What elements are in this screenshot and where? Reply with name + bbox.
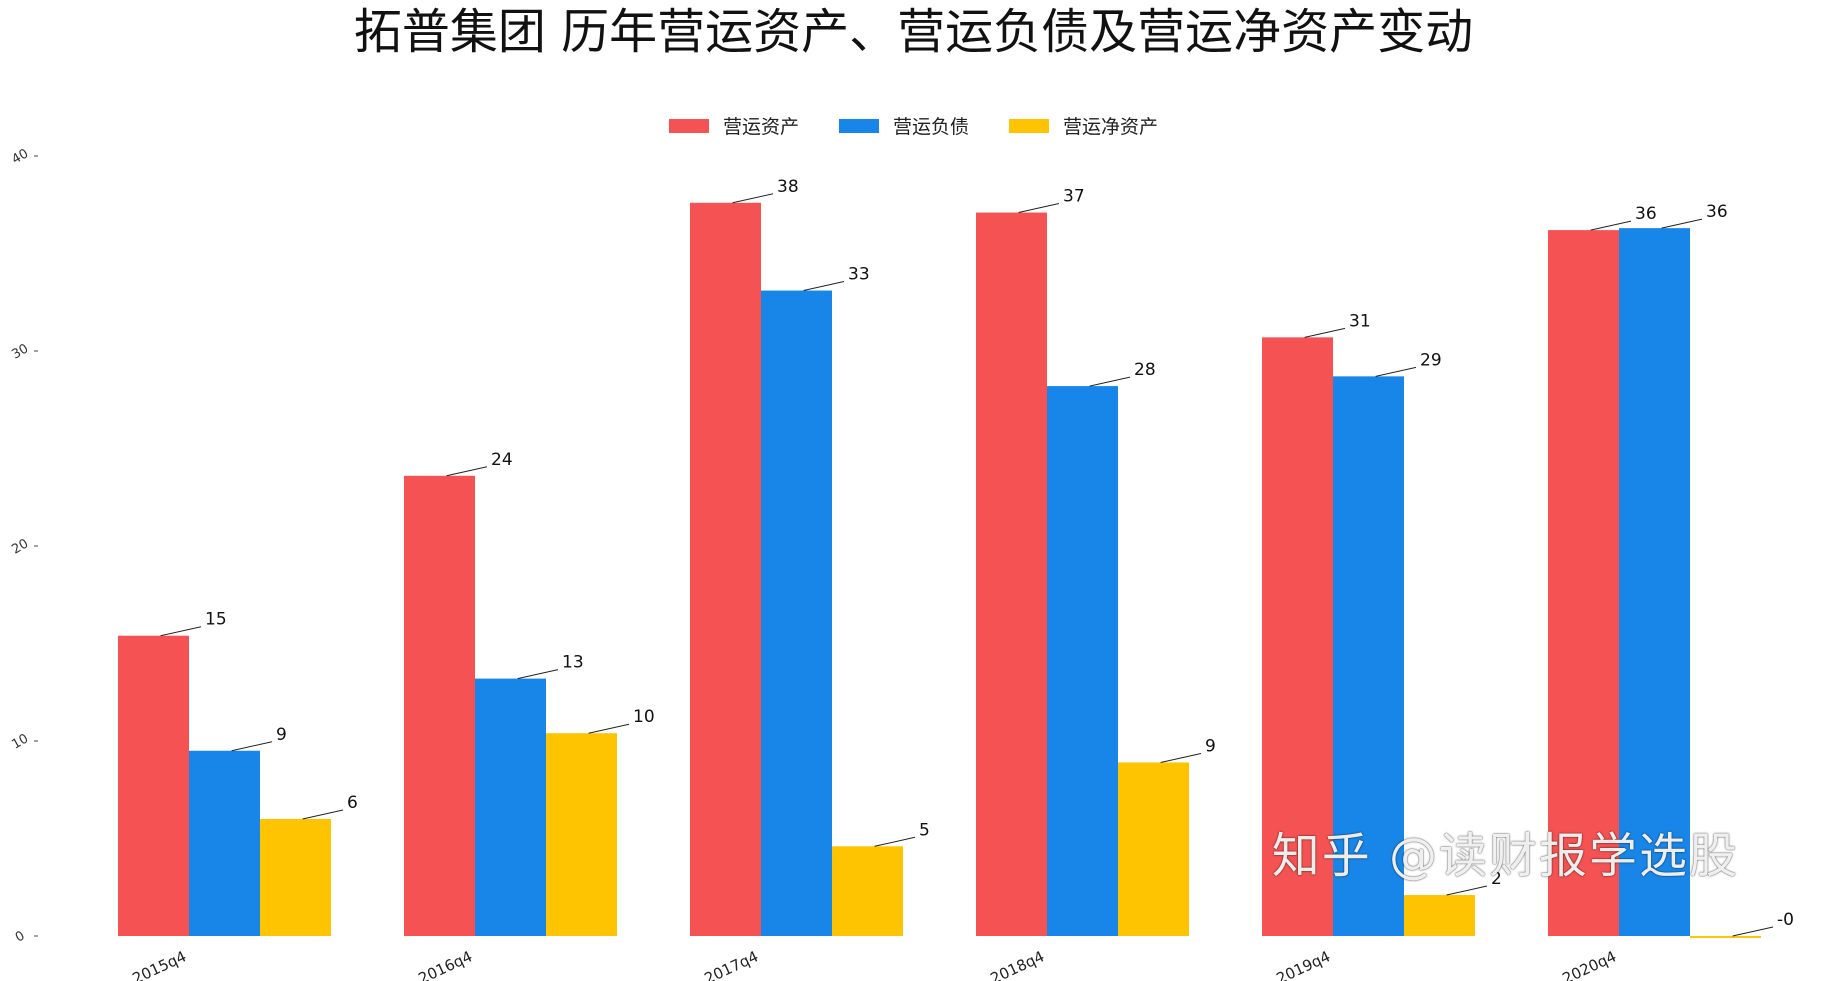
data-label-leader bbox=[874, 836, 916, 847]
chart-title: 拓普集团 历年营运资产、营运负债及营运净资产变动 bbox=[353, 4, 1474, 60]
data-label: 31 bbox=[1349, 311, 1371, 331]
data-label: 24 bbox=[491, 450, 513, 470]
data-label-leader bbox=[1089, 376, 1131, 387]
data-label-leader bbox=[732, 193, 774, 204]
data-label-leader bbox=[1446, 885, 1488, 896]
data-label-leader bbox=[1304, 327, 1346, 338]
x-tick-label: 2017q4 bbox=[702, 947, 761, 981]
x-tick-label: 2018q4 bbox=[988, 947, 1047, 981]
bar-2-2017q4 bbox=[832, 846, 903, 936]
data-label: 36 bbox=[1635, 204, 1657, 224]
y-tick-label: 20 bbox=[9, 536, 31, 557]
x-tick-label: 2019q4 bbox=[1274, 947, 1333, 981]
data-label: 37 bbox=[1063, 187, 1085, 207]
data-label-leader bbox=[588, 723, 630, 734]
bar-0-2016q4 bbox=[404, 475, 475, 936]
data-label-leader bbox=[1590, 220, 1632, 231]
data-label-leader bbox=[1018, 203, 1060, 214]
data-label: 15 bbox=[205, 610, 227, 630]
data-label-leader bbox=[803, 281, 845, 292]
data-label: 9 bbox=[276, 725, 287, 745]
data-label-leader bbox=[1661, 218, 1703, 229]
bar-2-2015q4 bbox=[260, 819, 331, 936]
legend: 营运资产 营运负债 营运净资产 bbox=[0, 112, 1827, 139]
legend-label: 营运净资产 bbox=[1063, 116, 1159, 138]
data-label: 13 bbox=[562, 653, 584, 673]
data-label-leader bbox=[1375, 366, 1417, 377]
data-label: 28 bbox=[1134, 360, 1156, 380]
bar-2-2018q4 bbox=[1118, 762, 1189, 936]
y-tick-label: 10 bbox=[9, 731, 31, 752]
data-label: 29 bbox=[1420, 350, 1442, 370]
bar-1-2019q4 bbox=[1333, 376, 1404, 937]
data-label-leader bbox=[517, 669, 559, 680]
data-label-leader bbox=[160, 626, 202, 637]
data-label: 2 bbox=[1491, 869, 1502, 889]
bar-1-2015q4 bbox=[189, 750, 260, 936]
bar-0-2019q4 bbox=[1262, 337, 1333, 937]
x-tick-label: 2016q4 bbox=[416, 947, 475, 981]
data-label: 6 bbox=[347, 793, 358, 813]
bar-2-2016q4 bbox=[546, 733, 617, 936]
bar-2-2020q4 bbox=[1690, 936, 1761, 938]
bar-0-2017q4 bbox=[690, 202, 761, 937]
x-tick-label: 2020q4 bbox=[1560, 947, 1619, 981]
data-label: 36 bbox=[1706, 202, 1728, 222]
bar-2-2019q4 bbox=[1404, 895, 1475, 936]
legend-item-series-2: 营运净资产 bbox=[1009, 112, 1158, 139]
legend-label: 营运负债 bbox=[892, 116, 969, 138]
bar-1-2020q4 bbox=[1619, 228, 1690, 936]
data-label: -0 bbox=[1777, 910, 1794, 930]
y-tick-label: 0 bbox=[13, 928, 28, 945]
bar-0-2018q4 bbox=[976, 212, 1047, 937]
legend-swatch bbox=[1009, 118, 1049, 133]
data-label-leader bbox=[1160, 752, 1202, 763]
data-label-leader bbox=[446, 466, 488, 477]
bar-1-2017q4 bbox=[761, 290, 832, 936]
data-label: 38 bbox=[777, 177, 799, 197]
data-label-leader bbox=[1732, 926, 1774, 937]
legend-item-series-0: 营运资产 bbox=[668, 112, 799, 139]
bar-0-2020q4 bbox=[1548, 230, 1619, 937]
legend-swatch bbox=[838, 118, 879, 133]
legend-swatch bbox=[668, 118, 709, 133]
legend-label: 营运资产 bbox=[722, 116, 799, 138]
data-label-leader bbox=[231, 741, 273, 752]
data-label-leader bbox=[302, 809, 344, 820]
data-label: 33 bbox=[848, 265, 870, 285]
data-label: 9 bbox=[1205, 736, 1216, 756]
bar-0-2015q4 bbox=[118, 635, 189, 936]
y-tick-label: 30 bbox=[9, 341, 31, 362]
bar-1-2016q4 bbox=[475, 678, 546, 936]
watermark: 知乎 @读财报学选股 bbox=[1271, 828, 1739, 884]
legend-item-series-1: 营运负债 bbox=[838, 112, 969, 139]
bar-1-2018q4 bbox=[1047, 386, 1118, 937]
data-label: 5 bbox=[919, 820, 930, 840]
data-label: 10 bbox=[633, 707, 655, 727]
y-tick-label: 40 bbox=[9, 146, 31, 167]
x-tick-label: 2015q4 bbox=[130, 947, 189, 981]
